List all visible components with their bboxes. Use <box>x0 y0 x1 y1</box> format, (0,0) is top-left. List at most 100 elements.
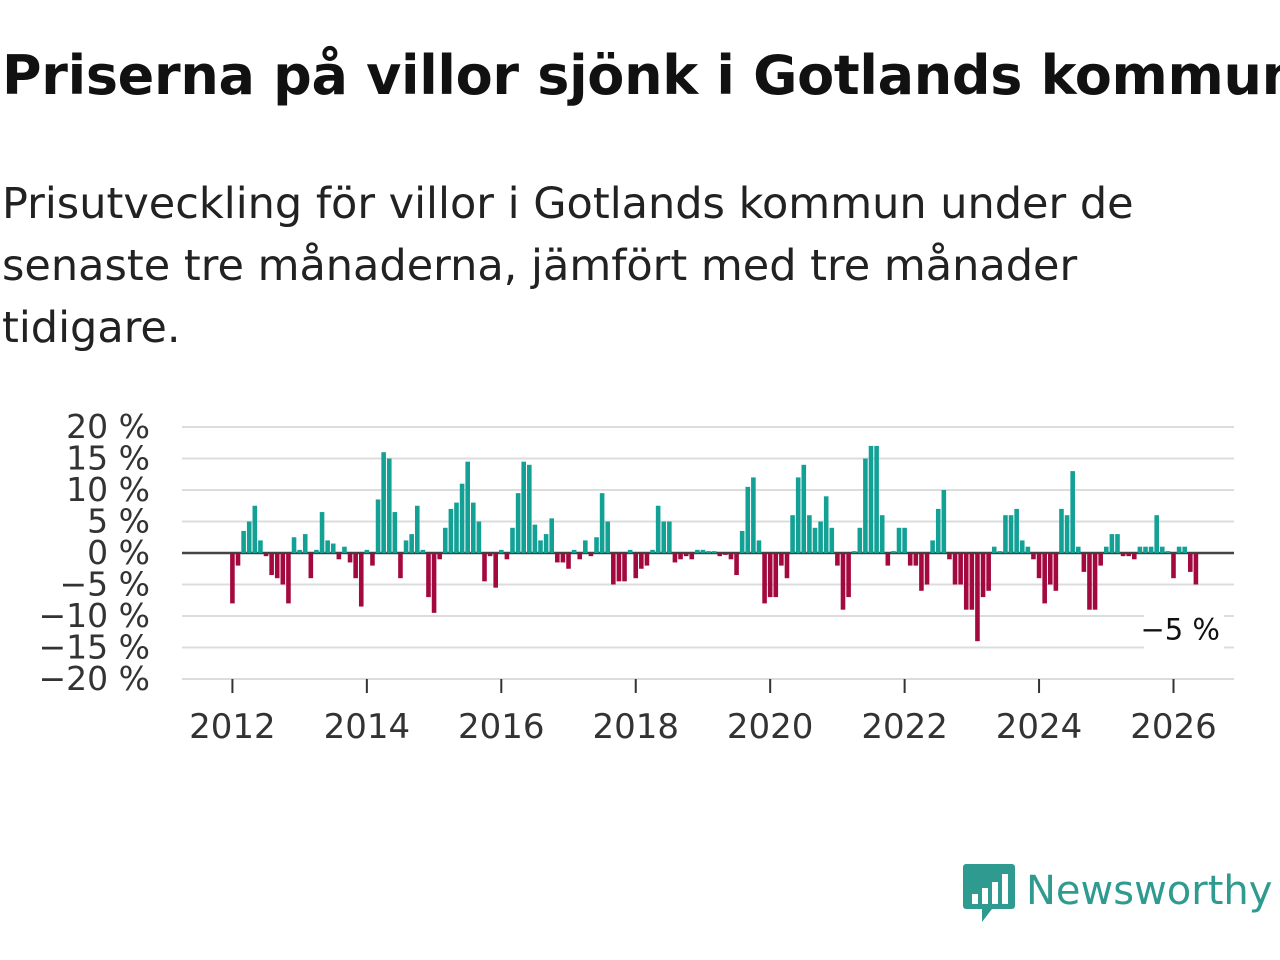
bar <box>947 553 952 560</box>
x-tick-label: 2018 <box>592 707 679 747</box>
bar <box>807 515 812 553</box>
bar <box>1148 546 1154 553</box>
bar <box>868 445 874 553</box>
bar <box>784 553 790 579</box>
bar <box>863 458 868 553</box>
bar <box>1154 515 1159 553</box>
y-tick-label: −10 % <box>39 596 151 635</box>
bar <box>555 553 560 563</box>
bar <box>952 553 958 585</box>
bar <box>454 502 459 553</box>
bar <box>1165 551 1171 553</box>
bar <box>1176 546 1182 553</box>
y-tick-label: −20 % <box>39 659 151 698</box>
bar <box>1115 534 1120 553</box>
bar <box>963 553 969 610</box>
bar <box>370 553 375 566</box>
bar <box>728 553 734 560</box>
bar <box>924 553 930 585</box>
bar <box>1042 553 1047 604</box>
brand-name: Newsworthy <box>1026 868 1273 914</box>
bar <box>835 553 840 566</box>
bar <box>997 551 1003 553</box>
bar <box>1070 471 1075 553</box>
bar <box>756 540 762 553</box>
bar <box>812 527 818 553</box>
newsworthy-logo-icon <box>963 864 1015 922</box>
bar <box>622 553 627 582</box>
bar <box>885 553 891 566</box>
bar <box>527 464 532 553</box>
bar <box>1064 515 1070 553</box>
bar <box>986 553 991 591</box>
bar <box>297 549 302 553</box>
bar <box>1126 553 1131 557</box>
bar <box>851 551 857 553</box>
bar <box>611 553 616 585</box>
bar <box>521 461 526 553</box>
bar <box>879 515 885 553</box>
bar <box>745 486 751 553</box>
bar <box>633 553 639 579</box>
bar <box>235 553 241 566</box>
y-tick-label: −15 % <box>39 628 151 667</box>
bar <box>252 505 258 553</box>
bar <box>566 553 571 569</box>
bar <box>846 553 851 598</box>
bar <box>717 553 723 557</box>
bar <box>1008 515 1014 553</box>
bar <box>314 549 319 553</box>
bar <box>499 549 504 553</box>
bar <box>1059 508 1064 553</box>
bar <box>801 464 807 553</box>
bar <box>577 553 583 560</box>
bar <box>678 553 683 560</box>
bar <box>1047 553 1053 585</box>
bar <box>790 515 795 553</box>
bar <box>818 521 823 553</box>
bar <box>1019 540 1025 553</box>
bar <box>437 553 442 560</box>
bar <box>667 521 672 553</box>
bar <box>874 445 879 553</box>
bar <box>823 496 829 553</box>
bar <box>274 553 280 579</box>
bar <box>286 553 291 604</box>
bar <box>1193 553 1199 585</box>
bar <box>779 553 784 566</box>
x-tick-label: 2012 <box>189 707 276 747</box>
bar <box>319 512 325 553</box>
bar <box>381 452 386 553</box>
chart-subtitle: Prisutveckling för villor i Gotlands kom… <box>2 179 1134 353</box>
y-tick-label: 0 % <box>87 533 150 572</box>
bar <box>482 553 487 582</box>
bar <box>969 553 975 610</box>
bar <box>695 549 700 553</box>
bar-series <box>230 445 1199 642</box>
bar <box>291 537 297 553</box>
bar <box>459 483 465 553</box>
bar <box>442 527 448 553</box>
bar <box>358 553 364 607</box>
x-tick-label: 2024 <box>996 707 1083 747</box>
x-tick-label: 2022 <box>861 707 948 747</box>
bar <box>1182 546 1187 553</box>
bar <box>571 549 577 553</box>
bar <box>336 553 342 560</box>
chart-title: Priserna på villor sjönk i Gotlands komm… <box>2 44 1280 107</box>
bar <box>504 553 510 560</box>
x-tick-label: 2020 <box>727 707 814 747</box>
bar <box>386 458 392 553</box>
bar <box>476 521 482 553</box>
bar <box>325 540 330 553</box>
bar <box>515 493 521 553</box>
end-label-bg <box>1144 612 1224 649</box>
bar <box>1092 553 1098 610</box>
bar <box>392 512 398 553</box>
bar <box>930 540 935 553</box>
bar <box>414 505 420 553</box>
bar <box>269 553 274 576</box>
bar <box>739 530 745 553</box>
bar <box>689 553 695 560</box>
x-axis: 2012 2014 2016 2018 2020 2022 2024 2026 <box>189 679 1217 747</box>
